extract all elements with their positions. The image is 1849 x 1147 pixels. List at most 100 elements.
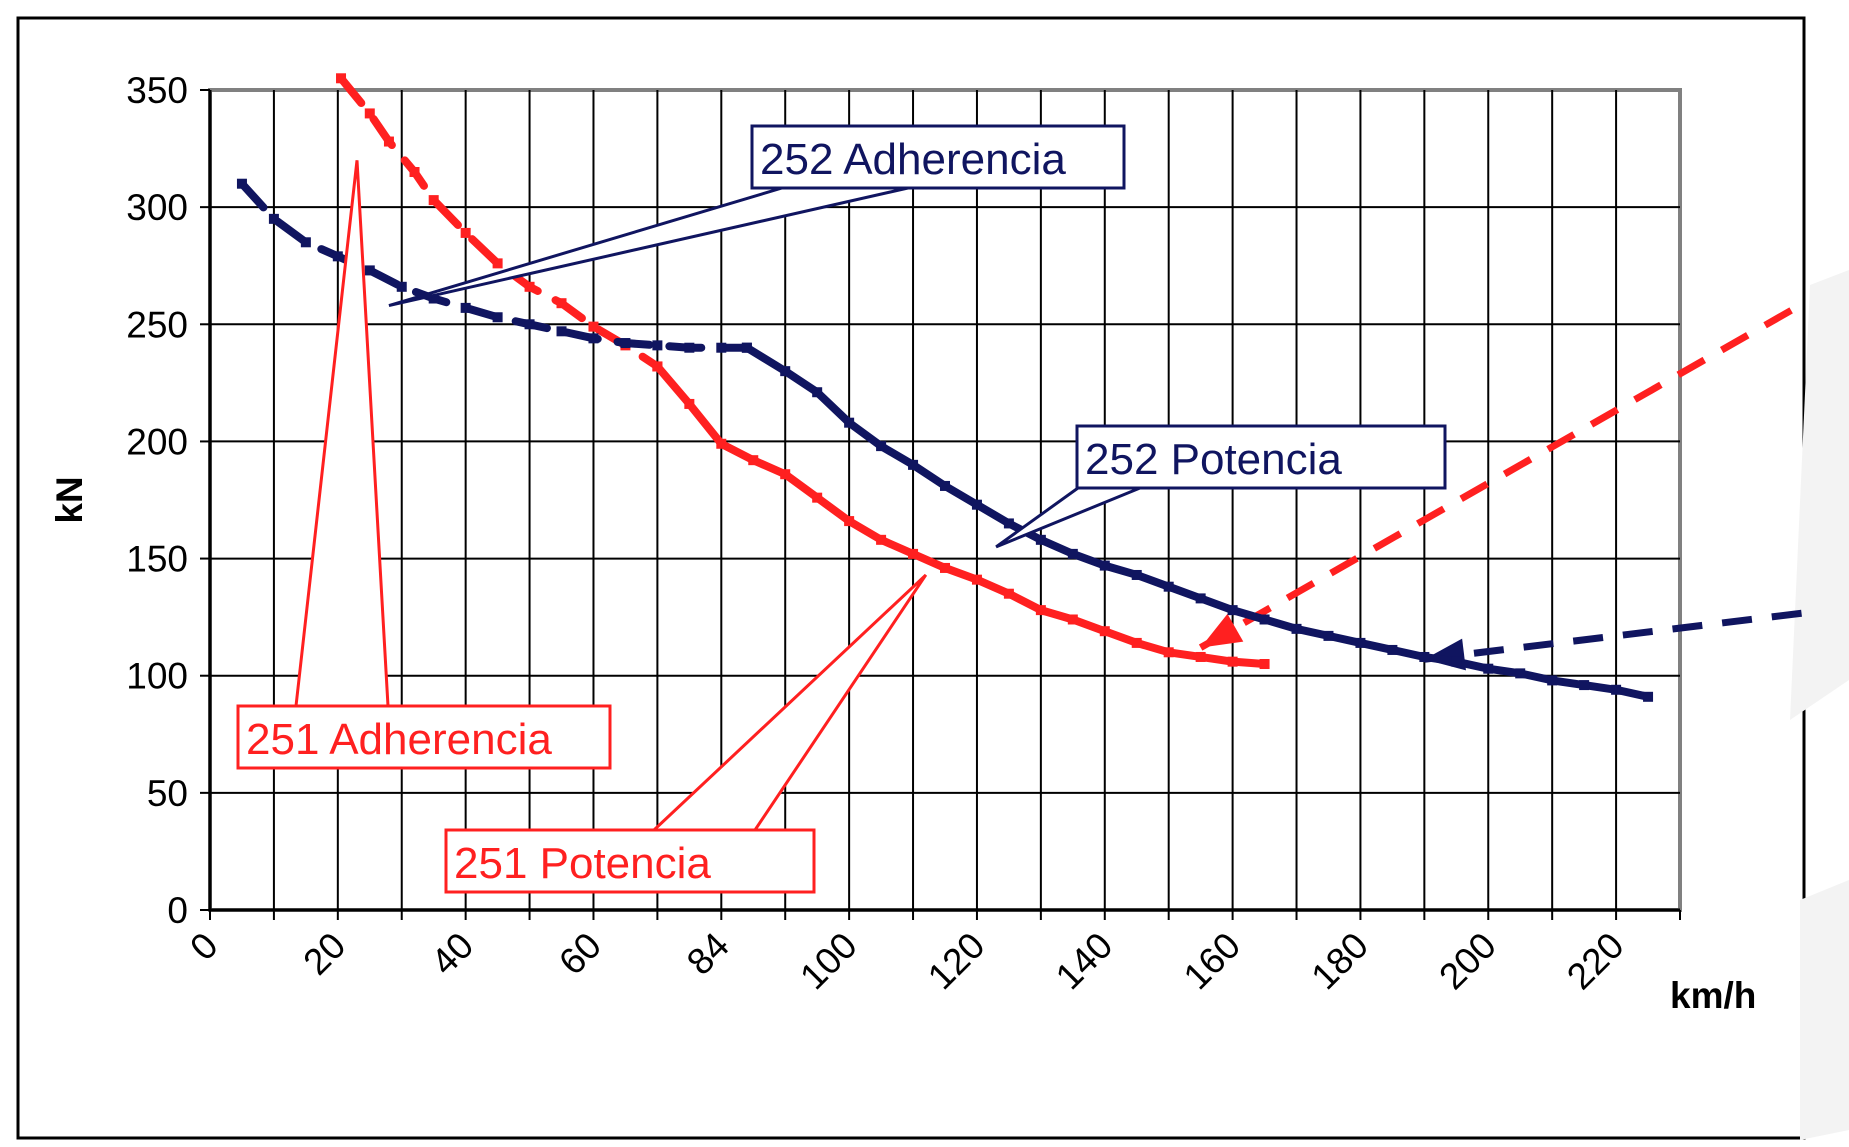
data-point [336, 73, 347, 84]
grid-lines [208, 88, 1682, 912]
data-point [588, 321, 599, 332]
callout-box [236, 704, 612, 770]
data-point [409, 167, 420, 177]
data-point [1387, 644, 1398, 655]
data-point [396, 281, 407, 292]
data-point [556, 326, 567, 337]
callout: 252 Potencia [995, 424, 1447, 549]
data-point [428, 293, 439, 304]
extension-line [1423, 608, 1809, 663]
x-axis-title: km/h [1670, 975, 1756, 1016]
y-tick-label: 350 [126, 70, 188, 111]
data-point [971, 499, 982, 510]
data-point [588, 333, 599, 344]
y-tick-label: 0 [167, 890, 188, 931]
data-point [1195, 593, 1206, 604]
callout-label: 252 Potencia [1085, 435, 1342, 484]
data-point [620, 338, 631, 349]
data-point [716, 342, 727, 353]
data-point [268, 213, 279, 224]
callout: 251 Adherencia [236, 160, 612, 770]
callout-label: 252 Adherencia [760, 135, 1066, 184]
data-point [876, 534, 887, 545]
data-point [1451, 656, 1462, 667]
data-point [1515, 668, 1526, 679]
background-swoosh [1790, 270, 1849, 720]
callout-box [750, 124, 1126, 190]
data-point [1035, 605, 1046, 616]
data-point [1131, 569, 1142, 580]
y-tick-label: 250 [126, 304, 188, 345]
y-axis-title: kN [49, 476, 90, 523]
y-tick-label: 150 [126, 539, 188, 580]
data-point [684, 398, 695, 409]
series-line [653, 362, 1269, 668]
data-point [1099, 560, 1110, 571]
data-point [716, 438, 727, 449]
data-point [492, 258, 503, 269]
data-point [1355, 637, 1366, 648]
data-point [908, 459, 919, 470]
data-point [652, 340, 663, 351]
callout: 252 Adherencia [388, 124, 1126, 308]
data-point [460, 302, 471, 313]
data-point [1483, 663, 1494, 674]
data-point [684, 342, 695, 353]
data-point [1003, 518, 1014, 529]
data-point [1227, 605, 1238, 616]
data-point [1643, 691, 1654, 702]
data-point [812, 492, 823, 503]
data-point [1419, 651, 1430, 662]
data-point [1067, 614, 1078, 625]
data-point [940, 480, 950, 491]
data-point [1163, 647, 1174, 658]
data-point [1163, 581, 1174, 592]
data-point [332, 251, 343, 262]
data-point [383, 136, 394, 147]
data-point [844, 516, 855, 527]
data-point [460, 227, 471, 238]
data-point [428, 195, 439, 206]
data-point [364, 108, 375, 119]
data-point [1259, 614, 1270, 625]
data-point [1547, 675, 1558, 686]
data-point [1131, 637, 1142, 648]
data-point [300, 237, 311, 248]
data-point [1323, 630, 1334, 641]
extension-line [1198, 297, 1810, 651]
data-point [236, 178, 247, 189]
y-tick-label: 200 [126, 421, 188, 462]
data-point [844, 417, 855, 428]
data-point [1195, 651, 1206, 662]
data-point [1291, 623, 1302, 634]
data-point [971, 574, 982, 585]
data-point [780, 366, 791, 377]
data-point [908, 548, 919, 559]
data-point [492, 312, 503, 323]
data-series [236, 73, 1810, 702]
data-point [652, 361, 663, 372]
data-point [1259, 659, 1270, 669]
data-point [524, 281, 535, 292]
data-point [524, 319, 535, 330]
data-point [364, 265, 375, 276]
data-point [940, 562, 950, 573]
callout: 251 Potencia [444, 573, 928, 894]
data-point [1003, 588, 1014, 599]
data-point [876, 441, 887, 452]
callout-box [1075, 424, 1447, 490]
data-point [1035, 534, 1046, 545]
data-point [812, 387, 823, 398]
y-tick-label: 100 [126, 656, 188, 697]
plot-area [208, 88, 1682, 912]
data-point [1579, 680, 1590, 691]
callout-label: 251 Adherencia [246, 715, 552, 764]
data-point [1099, 626, 1110, 637]
y-tick-label: 50 [147, 773, 188, 814]
callout-label: 251 Potencia [454, 839, 711, 888]
y-tick-label: 300 [126, 187, 188, 228]
data-point [1611, 684, 1622, 695]
data-point [748, 455, 759, 466]
callout-box [444, 828, 816, 894]
